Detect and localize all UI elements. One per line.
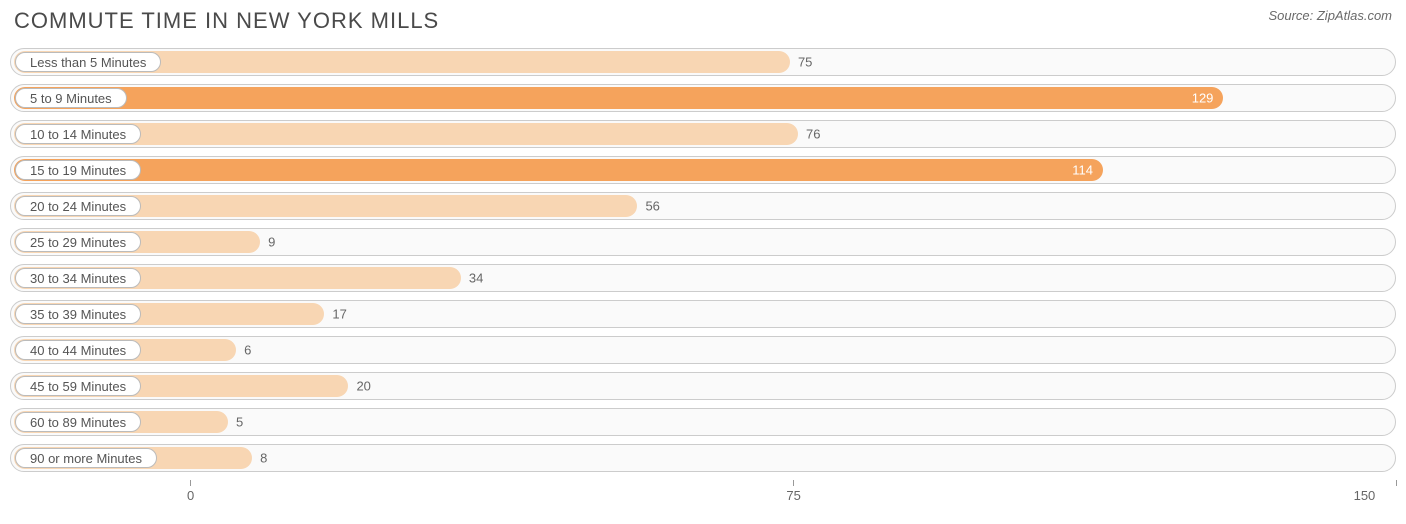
chart-row: 56 20 to 24 Minutes xyxy=(10,192,1396,220)
tick-label: 150 xyxy=(1354,488,1376,503)
value-label: 9 xyxy=(268,235,275,250)
chart-container: COMMUTE TIME IN NEW YORK MILLS Source: Z… xyxy=(0,0,1406,524)
value-label: 34 xyxy=(469,271,483,286)
category-pill: 5 to 9 Minutes xyxy=(15,88,127,108)
chart-row: 75 Less than 5 Minutes xyxy=(10,48,1396,76)
category-pill: 15 to 19 Minutes xyxy=(15,160,141,180)
tick-mark xyxy=(1396,480,1397,486)
category-pill: 30 to 34 Minutes xyxy=(15,268,141,288)
bar: 129 xyxy=(14,87,1223,109)
category-pill: Less than 5 Minutes xyxy=(15,52,161,72)
chart-source: Source: ZipAtlas.com xyxy=(1268,8,1392,23)
tick-mark xyxy=(793,480,794,486)
category-pill: 45 to 59 Minutes xyxy=(15,376,141,396)
category-pill: 25 to 29 Minutes xyxy=(15,232,141,252)
value-label: 8 xyxy=(260,451,267,466)
value-label: 5 xyxy=(236,415,243,430)
chart-row: 129 5 to 9 Minutes xyxy=(10,84,1396,112)
category-pill: 20 to 24 Minutes xyxy=(15,196,141,216)
chart-row: 20 45 to 59 Minutes xyxy=(10,372,1396,400)
category-pill: 40 to 44 Minutes xyxy=(15,340,141,360)
chart-row: 6 40 to 44 Minutes xyxy=(10,336,1396,364)
tick-label: 0 xyxy=(187,488,194,503)
axis-tick: 0 xyxy=(190,480,191,486)
chart-row: 8 90 or more Minutes xyxy=(10,444,1396,472)
chart-row: 34 30 to 34 Minutes xyxy=(10,264,1396,292)
category-pill: 90 or more Minutes xyxy=(15,448,157,468)
value-label: 6 xyxy=(244,343,251,358)
axis-tick: 150 xyxy=(1396,480,1397,486)
value-label: 114 xyxy=(1072,163,1093,178)
axis-tick: 75 xyxy=(793,480,794,486)
chart-header: COMMUTE TIME IN NEW YORK MILLS Source: Z… xyxy=(10,8,1396,34)
value-label: 129 xyxy=(1192,91,1214,106)
category-pill: 10 to 14 Minutes xyxy=(15,124,141,144)
tick-label: 75 xyxy=(786,488,800,503)
value-label: 76 xyxy=(806,127,820,142)
chart-row: 5 60 to 89 Minutes xyxy=(10,408,1396,436)
chart-row: 76 10 to 14 Minutes xyxy=(10,120,1396,148)
chart-area: 75 Less than 5 Minutes 129 5 to 9 Minutes 76… xyxy=(10,48,1396,472)
chart-row: 17 35 to 39 Minutes xyxy=(10,300,1396,328)
value-label: 20 xyxy=(356,379,370,394)
value-label: 56 xyxy=(645,199,659,214)
category-pill: 35 to 39 Minutes xyxy=(15,304,141,324)
chart-row: 9 25 to 29 Minutes xyxy=(10,228,1396,256)
chart-title: COMMUTE TIME IN NEW YORK MILLS xyxy=(14,8,439,34)
bar: 114 xyxy=(14,159,1103,181)
x-axis: 0 75 150 xyxy=(10,480,1396,510)
value-label: 75 xyxy=(798,55,812,70)
value-label: 17 xyxy=(332,307,346,322)
chart-row: 114 15 to 19 Minutes xyxy=(10,156,1396,184)
tick-mark xyxy=(190,480,191,486)
category-pill: 60 to 89 Minutes xyxy=(15,412,141,432)
